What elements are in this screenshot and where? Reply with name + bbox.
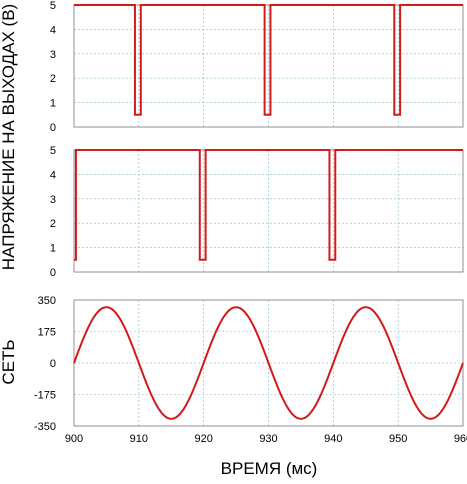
x-tick-label: 940 (324, 433, 342, 445)
y-tick-label: 3 (50, 194, 56, 206)
y-tick-label: 350 (38, 295, 56, 307)
y-tick-label: 175 (38, 327, 56, 339)
y-tick-label: -175 (34, 390, 56, 402)
y-tick-label: 0 (50, 122, 56, 134)
time-xlabel: ВРЕМЯ (мс) (221, 459, 318, 478)
outputs-voltage-ylabel: НАПРЯЖЕНИЕ НА ВЫХОДАХ (В) (0, 4, 18, 270)
y-tick-label: 0 (50, 267, 56, 279)
x-tick-label: 900 (65, 433, 83, 445)
y-tick-label: 1 (50, 98, 56, 110)
y-tick-label: 3 (50, 49, 56, 61)
x-tick-label: 930 (259, 433, 277, 445)
x-tick-label: 920 (194, 433, 212, 445)
trace-line (73, 306, 464, 420)
chart-panels: 0 1 2 3 4 5 0 1 2 3 4 5 350 175 0 -175 -350 900 910 920 930 9… (34, 0, 467, 445)
panel-1: 0 1 2 3 4 5 (50, 0, 464, 134)
y-tick-label: -350 (34, 421, 56, 433)
trace-line (74, 4, 463, 116)
y-tick-label: 2 (50, 73, 56, 85)
y-tick-label: 4 (50, 169, 56, 181)
panel-2: 0 1 2 3 4 5 (50, 145, 464, 279)
mains-ylabel: СЕТЬ (0, 339, 18, 384)
y-tick-label: 2 (50, 218, 56, 230)
y-tick-label: 0 (50, 358, 56, 370)
x-tick-label: 910 (130, 433, 148, 445)
plot-frame (73, 4, 464, 128)
x-tick-label: 950 (389, 433, 407, 445)
x-tick-label: 960 (454, 433, 467, 445)
y-tick-label: 5 (50, 145, 56, 157)
y-tick-label: 4 (50, 24, 56, 36)
trace-line (74, 149, 463, 261)
y-tick-label: 5 (50, 0, 56, 12)
panel-3: 350 175 0 -175 -350 900 910 920 930 940 950 960 (34, 295, 467, 445)
y-tick-label: 1 (50, 243, 56, 255)
